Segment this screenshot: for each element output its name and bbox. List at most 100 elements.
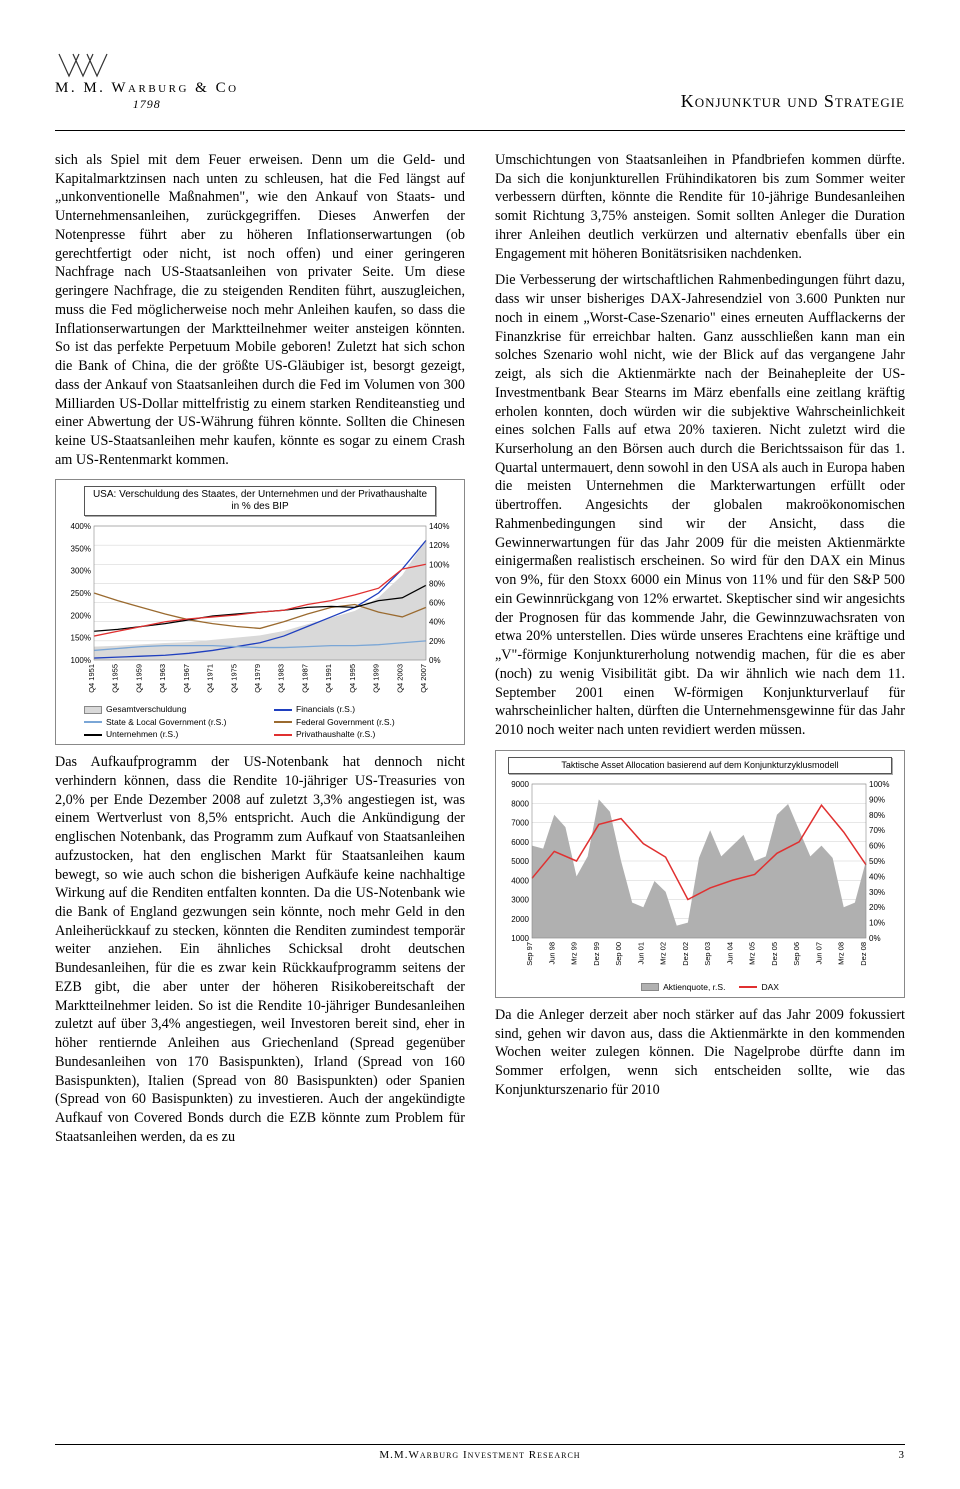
svg-text:2000: 2000 [511, 914, 529, 923]
svg-text:3000: 3000 [511, 895, 529, 904]
svg-text:Jun 98: Jun 98 [547, 942, 556, 965]
svg-text:40%: 40% [869, 872, 885, 881]
svg-text:100%: 100% [429, 561, 449, 570]
svg-text:Sep 97: Sep 97 [525, 942, 534, 966]
legend-item: Privathaushalte (r.S.) [274, 729, 456, 740]
legend-item: Federal Government (r.S.) [274, 717, 456, 728]
header-rule [55, 130, 905, 131]
svg-text:Q4 1999: Q4 1999 [372, 664, 381, 693]
right-paragraph-3: Da die Anleger derzeit aber noch stärker… [495, 1006, 905, 1100]
svg-text:150%: 150% [71, 634, 91, 643]
svg-text:140%: 140% [429, 522, 449, 531]
svg-text:0%: 0% [869, 934, 881, 943]
right-paragraph-1: Umschichtungen von Staatsanleihen in Pfa… [495, 151, 905, 263]
svg-text:Q4 1979: Q4 1979 [253, 664, 262, 693]
svg-text:Q4 2003: Q4 2003 [395, 664, 404, 693]
left-paragraph-1: sich als Spiel mit dem Feuer erweisen. D… [55, 151, 465, 469]
page-header: M. M. Warburg & Co 1798 Konjunktur und S… [55, 50, 905, 112]
legend-item: Financials (r.S.) [274, 704, 456, 715]
svg-text:5000: 5000 [511, 857, 529, 866]
left-paragraph-2: Das Aufkaufprogramm der US-Notenbank hat… [55, 753, 465, 1146]
svg-text:300%: 300% [71, 567, 91, 576]
svg-text:8000: 8000 [511, 799, 529, 808]
svg-text:350%: 350% [71, 545, 91, 554]
footer-rule [55, 1444, 905, 1445]
chart-asset-allocation: Taktische Asset Allocation basierend auf… [495, 750, 905, 998]
left-column: sich als Spiel mit dem Feuer erweisen. D… [55, 151, 465, 1147]
svg-text:Dez 08: Dez 08 [859, 942, 868, 966]
publication-title: Konjunktur und Strategie [681, 91, 905, 112]
svg-text:7000: 7000 [511, 818, 529, 827]
svg-text:20%: 20% [429, 637, 445, 646]
body-columns: sich als Spiel mit dem Feuer erweisen. D… [55, 151, 905, 1147]
svg-text:Q4 1987: Q4 1987 [300, 664, 309, 693]
svg-text:Q4 1963: Q4 1963 [158, 664, 167, 693]
svg-text:Q4 1971: Q4 1971 [206, 664, 215, 693]
svg-text:30%: 30% [869, 887, 885, 896]
page-number: 3 [899, 1449, 906, 1461]
logo-year: 1798 [55, 97, 239, 112]
svg-text:Mrz 05: Mrz 05 [748, 942, 757, 965]
chart-us-debt-legend: Gesamtverschuldung Financials (r.S.) State… [60, 702, 460, 740]
chart-asset-allocation-title: Taktische Asset Allocation basierend auf… [508, 757, 892, 774]
svg-text:100%: 100% [71, 656, 91, 665]
svg-text:6000: 6000 [511, 837, 529, 846]
svg-text:Q4 1995: Q4 1995 [348, 664, 357, 693]
svg-text:Q4 2007: Q4 2007 [419, 664, 428, 693]
chart-asset-allocation-legend: Aktienquote, r.S. DAX [500, 980, 900, 993]
svg-text:Sep 03: Sep 03 [703, 942, 712, 966]
svg-text:10%: 10% [869, 918, 885, 927]
svg-text:20%: 20% [869, 903, 885, 912]
svg-text:Q4 1959: Q4 1959 [134, 664, 143, 693]
svg-text:Mrz 99: Mrz 99 [570, 942, 579, 965]
svg-text:Dez 02: Dez 02 [681, 942, 690, 966]
chart-us-debt-title: USA: Verschuldung des Staates, der Unter… [84, 486, 436, 516]
chart-us-debt-plot: 0% 20% 40% 60% 80% 100% 120% 140% 100% 150% 200% 25… [60, 522, 460, 702]
legend-item: DAX [739, 982, 778, 993]
right-column: Umschichtungen von Staatsanleihen in Pfa… [495, 151, 905, 1147]
right-paragraph-2: Die Verbesserung der wirtschaftlichen Ra… [495, 271, 905, 739]
svg-text:Mrz 08: Mrz 08 [837, 942, 846, 965]
svg-text:Q4 1991: Q4 1991 [324, 664, 333, 693]
svg-text:Sep 00: Sep 00 [614, 942, 623, 966]
legend-item: Aktienquote, r.S. [641, 982, 725, 993]
svg-text:Sep 06: Sep 06 [792, 942, 801, 966]
svg-text:400%: 400% [71, 522, 91, 531]
logo-name: M. M. Warburg & Co [55, 80, 239, 97]
legend-item: Gesamtverschuldung [84, 704, 266, 715]
svg-text:Q4 1983: Q4 1983 [277, 664, 286, 693]
svg-text:Jun 04: Jun 04 [725, 942, 734, 965]
svg-text:0%: 0% [429, 656, 441, 665]
svg-text:1000: 1000 [511, 934, 529, 943]
svg-text:50%: 50% [869, 857, 885, 866]
svg-text:60%: 60% [429, 599, 445, 608]
page-footer: M.M.Warburg Investment Research 3 [55, 1444, 905, 1461]
svg-text:80%: 80% [869, 810, 885, 819]
svg-text:Q4 1951: Q4 1951 [87, 664, 96, 693]
logo: M. M. Warburg & Co 1798 [55, 50, 239, 112]
chart-us-debt: USA: Verschuldung des Staates, der Unter… [55, 479, 465, 745]
svg-text:40%: 40% [429, 618, 445, 627]
svg-text:Q4 1967: Q4 1967 [182, 664, 191, 693]
svg-text:100%: 100% [869, 780, 889, 789]
svg-text:Dez 99: Dez 99 [592, 942, 601, 966]
svg-text:70%: 70% [869, 826, 885, 835]
logo-mark-icon [55, 50, 239, 80]
svg-text:90%: 90% [869, 795, 885, 804]
legend-item: Unternehmen (r.S.) [84, 729, 266, 740]
svg-text:120%: 120% [429, 542, 449, 551]
svg-text:Mrz 02: Mrz 02 [659, 942, 668, 965]
svg-text:Jun 01: Jun 01 [636, 942, 645, 965]
footer-text: M.M.Warburg Investment Research [379, 1449, 580, 1461]
svg-text:80%: 80% [429, 580, 445, 589]
svg-text:4000: 4000 [511, 876, 529, 885]
svg-text:Q4 1955: Q4 1955 [111, 664, 120, 693]
svg-text:Dez 05: Dez 05 [770, 942, 779, 966]
svg-text:Q4 1975: Q4 1975 [229, 664, 238, 693]
chart-asset-allocation-plot: 1000 2000 3000 4000 5000 6000 7000 8000 9000 0% 10… [500, 780, 900, 980]
legend-item: State & Local Government (r.S.) [84, 717, 266, 728]
svg-text:60%: 60% [869, 841, 885, 850]
svg-text:9000: 9000 [511, 780, 529, 789]
svg-text:250%: 250% [71, 589, 91, 598]
svg-text:200%: 200% [71, 612, 91, 621]
